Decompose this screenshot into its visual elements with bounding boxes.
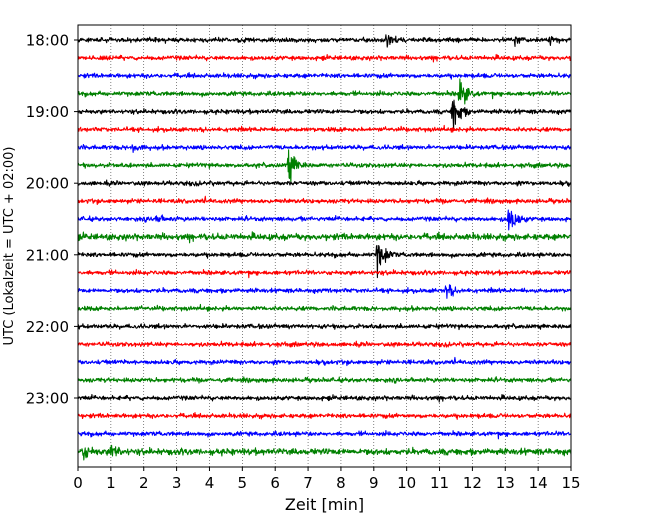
y-tick-label: 23:00: [26, 390, 69, 408]
x-tick-label: 1: [106, 474, 116, 492]
trace-line: [77, 179, 572, 187]
trace-line: [77, 99, 572, 131]
trace-line: [77, 284, 572, 299]
trace-line: [77, 268, 572, 279]
x-tick-label: 9: [369, 474, 379, 492]
y-tick-label: 19:00: [26, 103, 69, 121]
x-tick-label: 0: [73, 474, 83, 492]
x-tick-label: 15: [561, 474, 580, 492]
trace-line: [77, 444, 572, 461]
x-tick-label: 13: [496, 474, 515, 492]
y-tick-label: 18:00: [26, 32, 69, 50]
trace-line: [77, 78, 572, 105]
trace-line: [77, 393, 572, 403]
trace-line: [77, 412, 572, 420]
seismogram-traces: [77, 34, 572, 461]
y-tick-label: 20:00: [26, 175, 69, 193]
plot-frame: [77, 24, 572, 468]
trace-line: [77, 124, 572, 133]
trace-line: [77, 356, 572, 367]
x-tick-label: 3: [172, 474, 182, 492]
x-tick-label: 11: [430, 474, 449, 492]
x-tick-label: 4: [205, 474, 215, 492]
trace-line: [77, 143, 572, 153]
x-tick-label: 14: [529, 474, 548, 492]
trace-line: [77, 429, 572, 440]
trace-line: [77, 34, 572, 48]
trace-line: [77, 195, 572, 206]
trace-line: [77, 322, 572, 331]
trace-line: [77, 340, 572, 348]
x-tick-label: 6: [270, 474, 280, 492]
trace-line: [77, 53, 572, 63]
x-axis-label: Zeit [min]: [285, 495, 364, 514]
trace-line: [77, 303, 572, 313]
x-tick-label: 12: [463, 474, 482, 492]
trace-line: [77, 71, 572, 80]
y-axis-label: UTC (Lokalzeit = UTC + 02:00): [2, 147, 17, 346]
trace-line: [77, 231, 572, 244]
trace-line: [77, 376, 572, 384]
x-tick-label: 2: [139, 474, 149, 492]
y-tick-label: 21:00: [26, 246, 69, 264]
trace-line: [77, 244, 572, 279]
x-tick-label: 10: [397, 474, 416, 492]
x-tick-label: 7: [303, 474, 313, 492]
trace-line: [77, 209, 572, 231]
x-tick-label: 8: [336, 474, 346, 492]
x-axis-ticks: 0 1 2 3 4 5 6 7 8 9 10 11 12 13 14 15: [73, 467, 581, 492]
x-tick-label: 5: [238, 474, 248, 492]
trace-line: [77, 149, 572, 184]
y-tick-label: 22:00: [26, 318, 69, 336]
y-axis-ticks: 18:00 19:00 20:00 21:00 22:00 23:00: [26, 32, 78, 408]
